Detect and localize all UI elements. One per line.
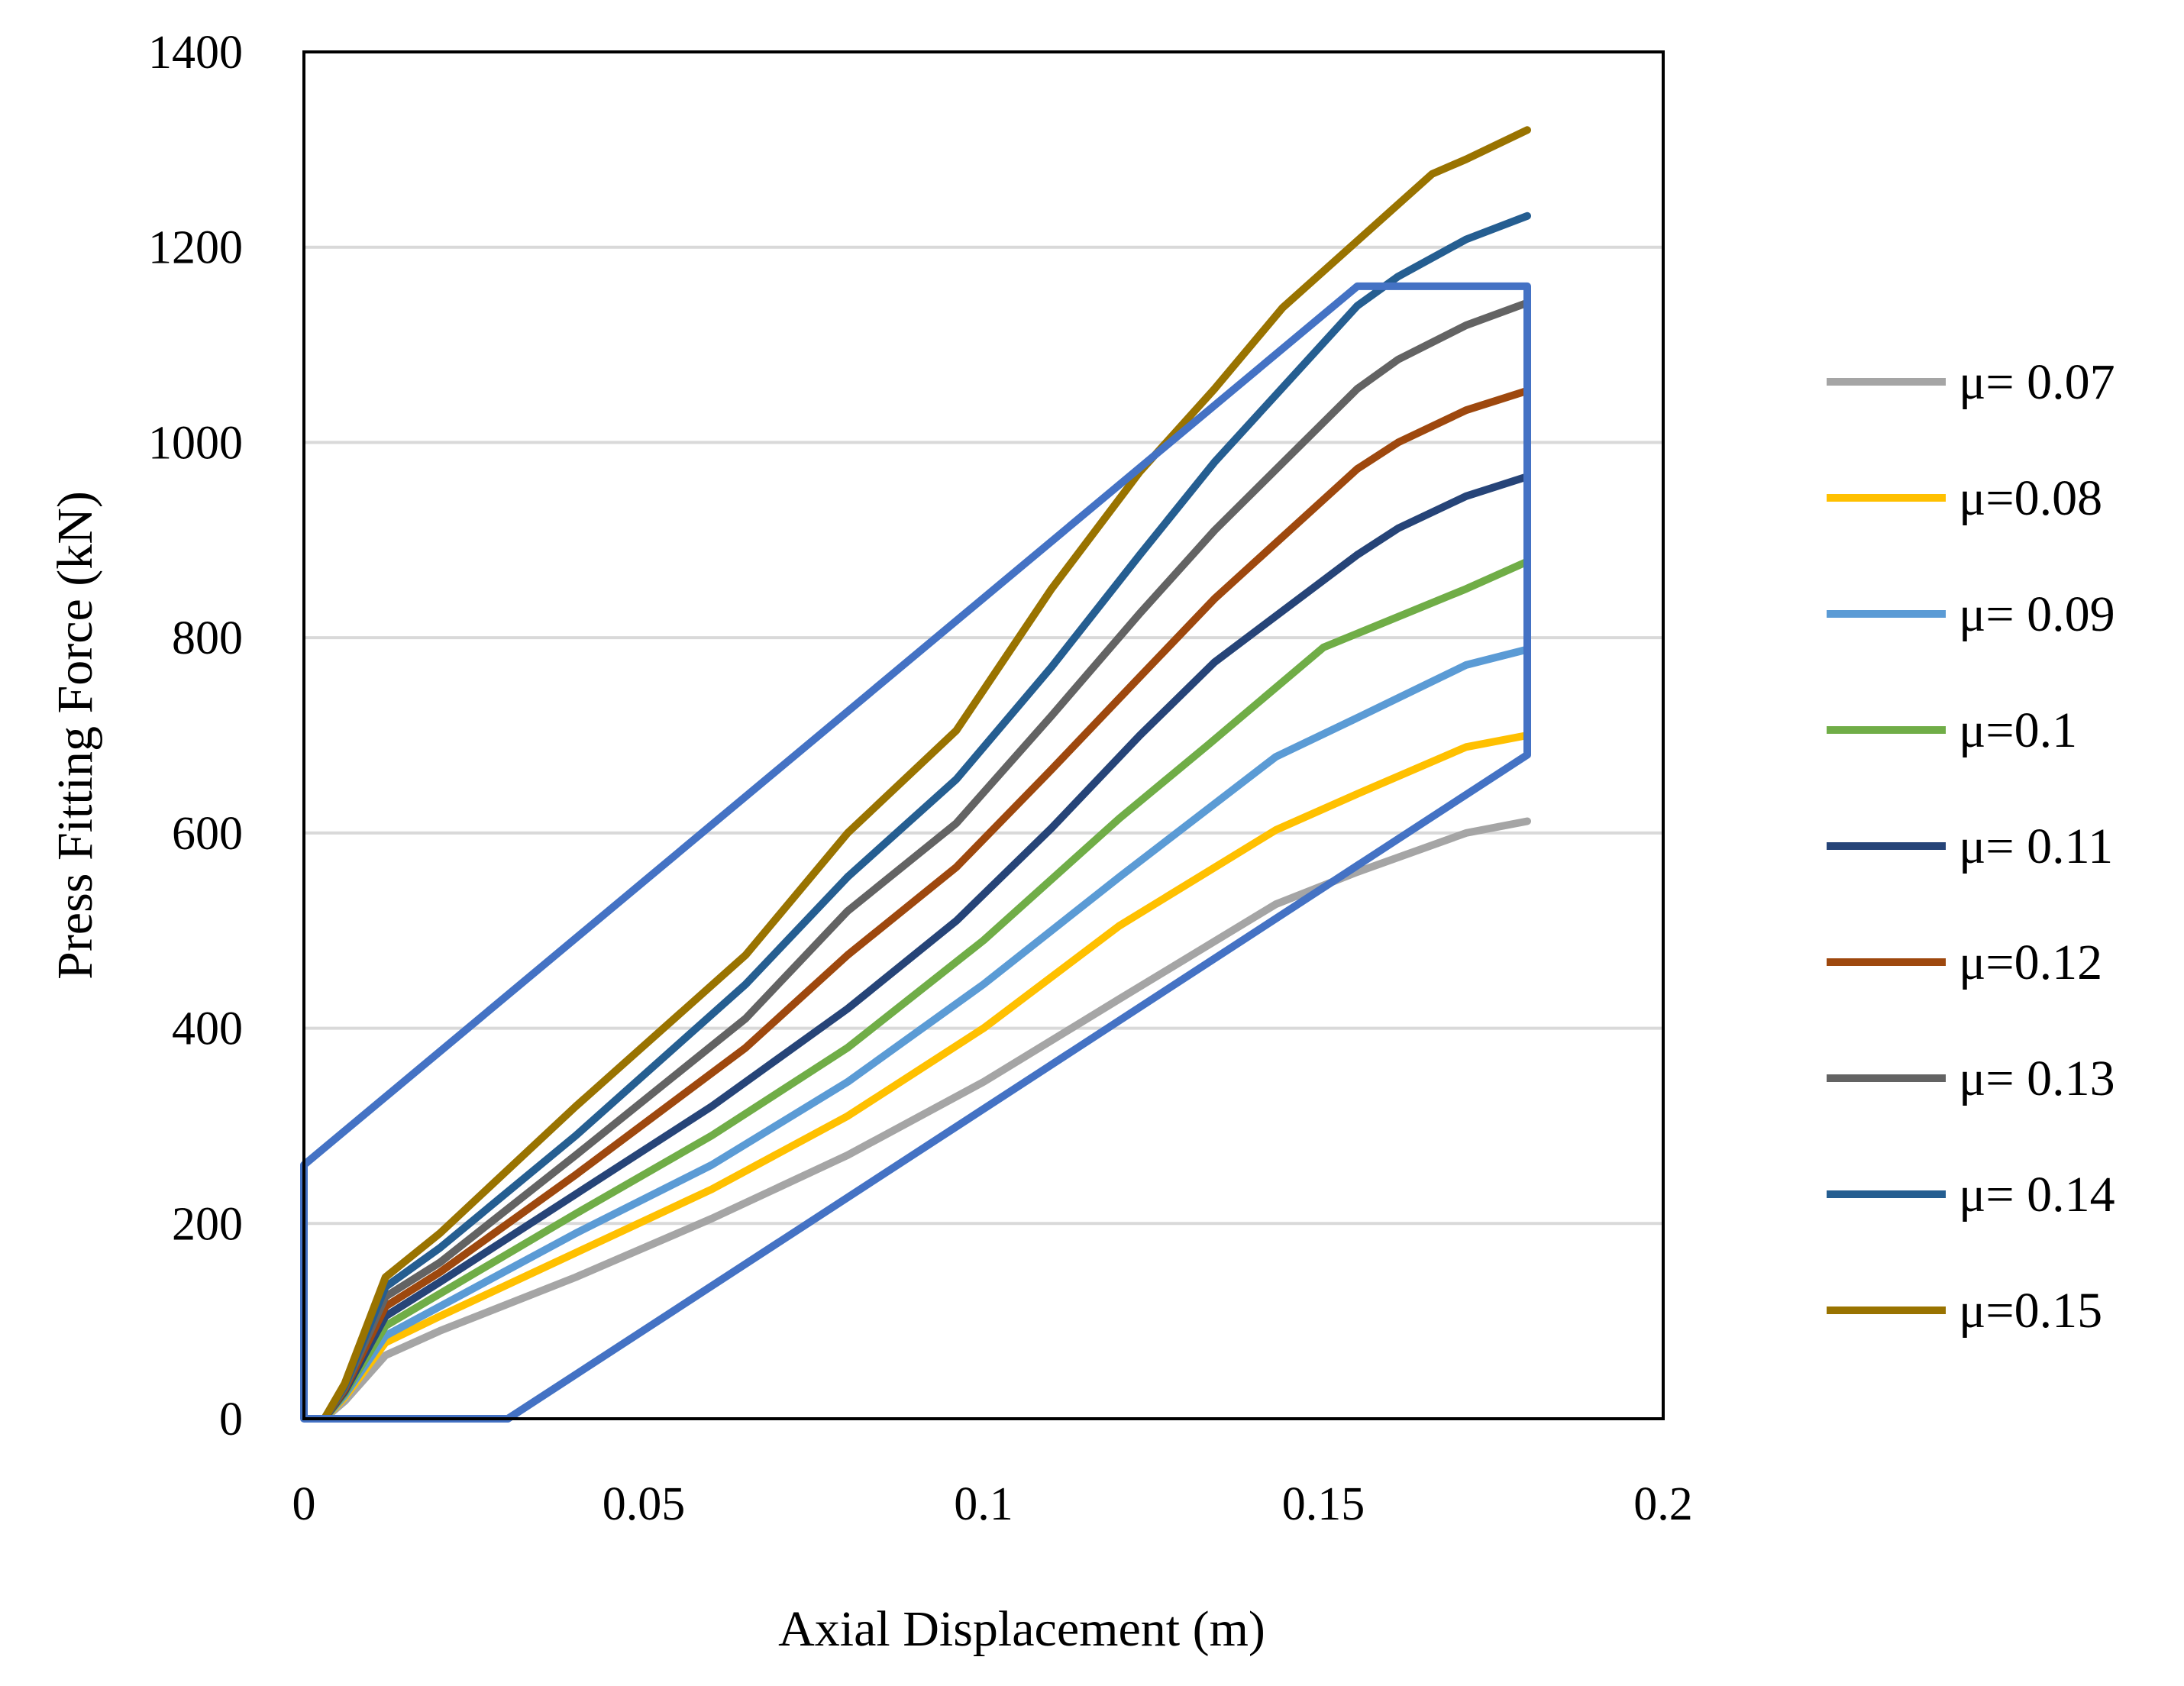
legend-label: μ= 0.07: [1959, 354, 2115, 410]
y-tick-label: 1000: [148, 417, 243, 469]
legend-item-4: μ=0.1: [1827, 702, 2077, 758]
y-tick-label: 0: [219, 1394, 243, 1445]
y-tick-label: 400: [172, 1003, 243, 1055]
legend-label: μ= 0.09: [1959, 586, 2115, 642]
series-line-9: [303, 126, 1531, 1423]
legend-label: μ=0.08: [1959, 470, 2102, 526]
x-tick-label: 0: [292, 1478, 316, 1530]
legend-label: μ=0.15: [1959, 1283, 2102, 1339]
y-tick-label: 800: [172, 612, 243, 664]
legend-item-3: μ= 0.09: [1827, 586, 2115, 642]
legend: μ= 0.07 μ=0.08 μ= 0.09 μ=0.1 μ= 0.11 μ=0.12 μ=…: [1827, 354, 2115, 1339]
legend-item-2: μ=0.08: [1827, 470, 2102, 526]
y-tick-label: 1400: [148, 27, 243, 79]
legend-item-7: μ= 0.13: [1827, 1051, 2115, 1106]
y-tick-label: 600: [172, 808, 243, 860]
legend-item-5: μ= 0.11: [1827, 819, 2113, 874]
legend-label: μ= 0.11: [1959, 819, 2113, 874]
x-tick-label: 0.2: [1633, 1478, 1693, 1530]
legend-item-8: μ= 0.14: [1827, 1167, 2115, 1223]
y-axis-title: Press Fitting Force (kN): [47, 491, 103, 980]
y-tick-label: 200: [172, 1198, 243, 1250]
legend-label: μ= 0.14: [1959, 1167, 2115, 1223]
x-tick-labels: 0 0.05 0.1 0.15 0.2: [292, 1478, 1693, 1530]
x-tick-label: 0.1: [954, 1478, 1013, 1530]
y-tick-labels: 0 200 400 600 800 1000 1200 1400: [148, 27, 243, 1445]
x-tick-label: 0.15: [1282, 1478, 1365, 1530]
legend-item-9: μ=0.15: [1827, 1283, 2102, 1339]
x-tick-label: 0.05: [603, 1478, 686, 1530]
legend-label: μ= 0.13: [1959, 1051, 2115, 1106]
legend-item-6: μ=0.12: [1827, 935, 2102, 990]
y-tick-label: 1200: [148, 222, 243, 274]
x-axis-title: Axial Displacement (m): [778, 1601, 1265, 1657]
legend-item-1: μ= 0.07: [1827, 354, 2115, 410]
plot-frame: [302, 50, 1665, 1420]
legend-label: μ=0.1: [1959, 702, 2077, 758]
legend-label: μ=0.12: [1959, 935, 2102, 990]
